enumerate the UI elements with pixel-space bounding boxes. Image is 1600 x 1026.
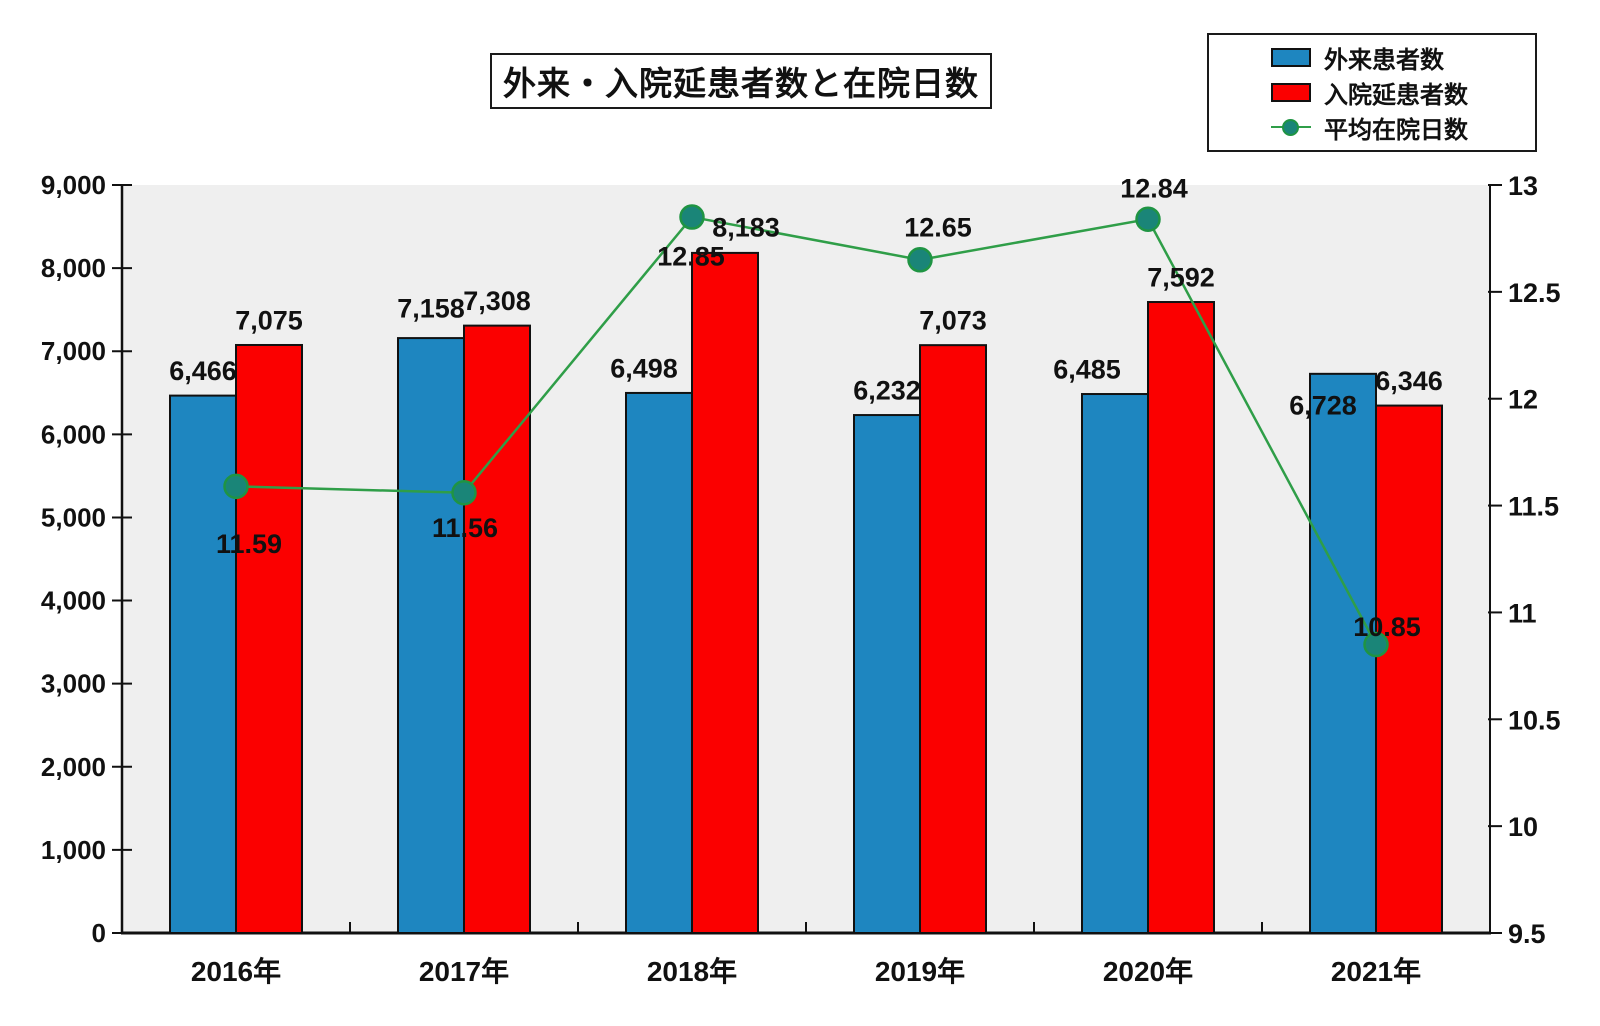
chart-title-text: 外来・入院延患者数と在院日数 [503, 65, 979, 102]
x-axis-label: 2016年 [191, 955, 281, 987]
bar-inpatients-1 [463, 324, 531, 934]
avg-stay-marker-0 [223, 473, 249, 500]
legend-item-outpatients: 外来患者数 [1271, 40, 1535, 75]
avg-stay-marker-1 [451, 479, 477, 506]
left-axis-tick-label: 4,000 [41, 586, 106, 616]
label-inpatients-3: 7,073 [919, 306, 987, 336]
label-avg-stay-0: 11.59 [216, 529, 282, 559]
legend-item-avg-stay: 平均在院日数 [1271, 110, 1535, 145]
left-axis-tick-label: 9,000 [41, 170, 106, 200]
label-avg-stay-5: 10.85 [1353, 612, 1421, 642]
legend-label-avg-stay: 平均在院日数 [1324, 117, 1468, 144]
bar-inpatients-3 [919, 344, 987, 935]
bar-inpatients-5 [1375, 404, 1443, 934]
label-inpatients-2: 8,183 [712, 212, 780, 242]
right-axis-tick-label: 12 [1508, 385, 1538, 415]
legend-label-inpatients: 入院延患者数 [1324, 82, 1468, 109]
x-axis-label: 2018年 [647, 955, 737, 987]
label-avg-stay-1: 11.56 [432, 513, 498, 543]
chart-title: 外来・入院延患者数と在院日数 [490, 53, 992, 109]
right-axis-tick-label: 11.5 [1508, 492, 1559, 522]
legend: 外来患者数 入院延患者数 平均在院日数 [1207, 33, 1537, 152]
right-axis-tick-label: 11 [1508, 598, 1537, 628]
bar-inpatients-4 [1147, 301, 1215, 934]
avg-stay-marker-4 [1135, 206, 1161, 232]
right-axis-tick-label: 13 [1508, 171, 1538, 201]
plot-background [122, 185, 1490, 933]
label-outpatients-3: 6,232 [853, 376, 921, 406]
label-avg-stay-4: 12.84 [1120, 174, 1188, 204]
right-axis-tick-label: 12.5 [1508, 278, 1561, 308]
label-outpatients-1: 7,158 [397, 294, 465, 324]
label-outpatients-2: 6,498 [610, 353, 678, 383]
avg-stay-marker-5 [1363, 631, 1389, 658]
label-avg-stay-3: 12.65 [904, 212, 972, 242]
bar-outpatients-1 [397, 337, 465, 935]
label-inpatients-4: 7,592 [1147, 263, 1215, 293]
avg-stay-line [235, 215, 1378, 646]
outpatients-swatch-icon [1271, 48, 1311, 67]
legend-item-inpatients: 入院延患者数 [1271, 75, 1535, 110]
bar-inpatients-0 [235, 343, 303, 934]
right-axis-tick-label: 9.5 [1508, 919, 1546, 949]
label-outpatients-0: 6,466 [169, 356, 237, 386]
label-inpatients-1: 7,308 [463, 286, 531, 316]
avg-stay-line-marker-icon [1271, 118, 1311, 137]
left-axis-tick-label: 6,000 [41, 419, 106, 449]
legend-label-outpatients: 外来患者数 [1324, 47, 1444, 74]
left-axis-tick-label: 3,000 [41, 669, 106, 699]
right-axis-tick-label: 10.5 [1508, 705, 1561, 735]
bar-outpatients-3 [853, 414, 921, 934]
bar-outpatients-5 [1309, 372, 1377, 934]
right-axis-tick-label: 10 [1508, 812, 1538, 842]
x-axis-label: 2021年 [1331, 955, 1421, 987]
label-inpatients-0: 7,075 [235, 305, 303, 335]
bar-outpatients-4 [1081, 393, 1149, 935]
label-avg-stay-2: 12.85 [657, 242, 725, 272]
x-axis-label: 2020年 [1103, 955, 1193, 987]
left-axis-tick-label: 8,000 [41, 253, 106, 283]
label-outpatients-5: 6,728 [1289, 390, 1357, 420]
x-axis-label: 2019年 [875, 955, 965, 987]
line-dot-icon [1282, 119, 1299, 136]
label-inpatients-5: 6,346 [1375, 366, 1443, 396]
bar-outpatients-2 [625, 391, 693, 935]
avg-stay-marker-2 [679, 204, 705, 230]
left-axis-tick-label: 5,000 [41, 502, 106, 532]
left-axis-tick-label: 2,000 [41, 752, 106, 782]
avg-stay-marker-3 [907, 247, 933, 273]
bar-outpatients-0 [169, 394, 237, 934]
inpatients-swatch-icon [1271, 83, 1311, 102]
left-axis-tick-label: 0 [92, 918, 106, 948]
left-axis-tick-label: 1,000 [41, 835, 106, 865]
left-axis-tick-label: 7,000 [41, 336, 106, 366]
bar-inpatients-2 [691, 251, 759, 934]
label-outpatients-4: 6,485 [1053, 355, 1121, 385]
x-axis-label: 2017年 [419, 955, 509, 987]
